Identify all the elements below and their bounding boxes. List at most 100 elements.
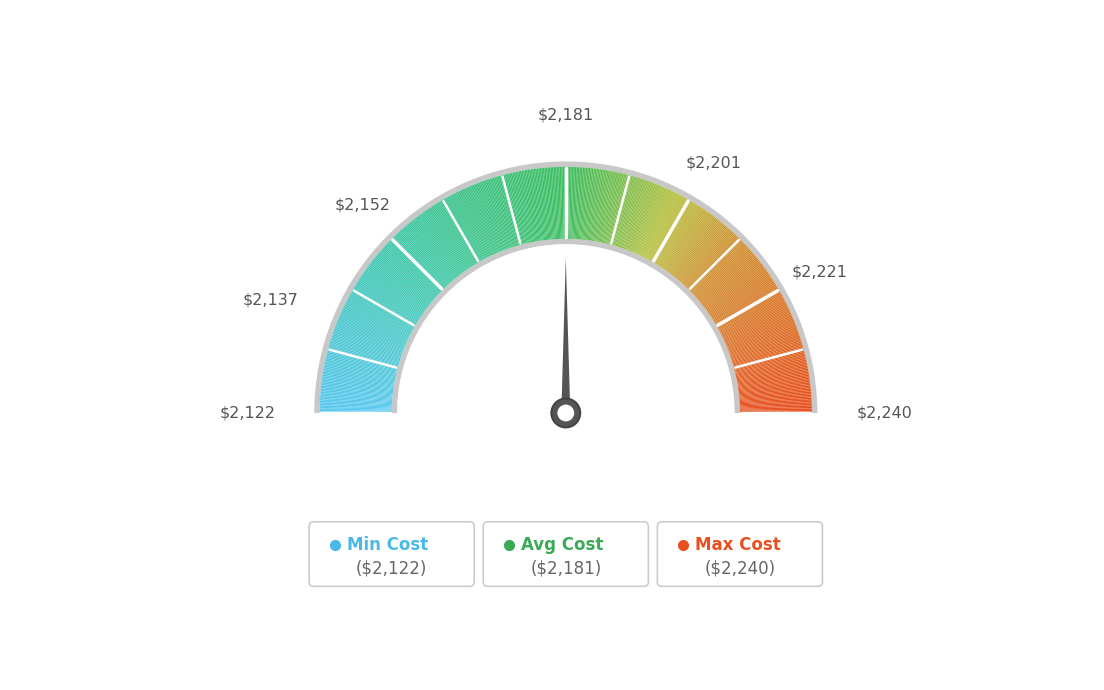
Wedge shape bbox=[526, 170, 539, 242]
Wedge shape bbox=[373, 259, 431, 304]
Wedge shape bbox=[723, 307, 788, 339]
Wedge shape bbox=[325, 361, 395, 377]
Wedge shape bbox=[583, 168, 592, 240]
Wedge shape bbox=[432, 206, 471, 267]
Wedge shape bbox=[426, 209, 468, 270]
FancyBboxPatch shape bbox=[484, 522, 648, 586]
Wedge shape bbox=[328, 348, 397, 368]
Wedge shape bbox=[720, 297, 784, 332]
Wedge shape bbox=[638, 189, 669, 255]
Wedge shape bbox=[323, 367, 395, 382]
Wedge shape bbox=[354, 285, 417, 324]
Wedge shape bbox=[735, 358, 806, 375]
Wedge shape bbox=[622, 180, 646, 248]
Wedge shape bbox=[565, 167, 567, 239]
Wedge shape bbox=[308, 413, 824, 671]
Wedge shape bbox=[572, 167, 576, 239]
Wedge shape bbox=[726, 319, 794, 348]
Wedge shape bbox=[709, 272, 768, 314]
Wedge shape bbox=[731, 337, 800, 360]
Wedge shape bbox=[325, 364, 395, 380]
Wedge shape bbox=[330, 340, 400, 362]
Wedge shape bbox=[385, 244, 439, 295]
Wedge shape bbox=[499, 176, 519, 246]
Wedge shape bbox=[604, 172, 622, 244]
Wedge shape bbox=[735, 355, 805, 373]
Wedge shape bbox=[320, 396, 392, 402]
Wedge shape bbox=[723, 308, 789, 340]
Wedge shape bbox=[379, 253, 434, 300]
Wedge shape bbox=[442, 199, 479, 263]
Wedge shape bbox=[342, 308, 408, 340]
Text: $2,201: $2,201 bbox=[686, 155, 741, 170]
Wedge shape bbox=[320, 393, 392, 400]
Wedge shape bbox=[364, 270, 424, 313]
Wedge shape bbox=[427, 208, 469, 269]
Wedge shape bbox=[450, 195, 485, 259]
Wedge shape bbox=[529, 170, 541, 241]
Circle shape bbox=[558, 404, 574, 422]
Wedge shape bbox=[739, 384, 810, 393]
Wedge shape bbox=[320, 391, 392, 399]
FancyBboxPatch shape bbox=[657, 522, 822, 586]
Wedge shape bbox=[715, 286, 777, 324]
Wedge shape bbox=[320, 402, 392, 406]
Wedge shape bbox=[338, 319, 405, 348]
Wedge shape bbox=[694, 248, 750, 297]
Wedge shape bbox=[652, 199, 690, 263]
Wedge shape bbox=[335, 328, 402, 354]
Wedge shape bbox=[375, 256, 432, 303]
Wedge shape bbox=[734, 352, 805, 371]
Wedge shape bbox=[436, 203, 476, 265]
Wedge shape bbox=[739, 385, 810, 395]
Wedge shape bbox=[676, 222, 723, 279]
Wedge shape bbox=[555, 167, 560, 239]
Wedge shape bbox=[368, 266, 426, 310]
Wedge shape bbox=[631, 186, 660, 253]
Wedge shape bbox=[544, 168, 552, 239]
Wedge shape bbox=[573, 167, 578, 239]
Wedge shape bbox=[725, 314, 792, 344]
Wedge shape bbox=[315, 161, 817, 413]
Wedge shape bbox=[703, 262, 762, 307]
Wedge shape bbox=[699, 255, 755, 302]
Wedge shape bbox=[684, 233, 734, 286]
Wedge shape bbox=[736, 365, 808, 380]
Wedge shape bbox=[718, 293, 782, 329]
Wedge shape bbox=[414, 219, 459, 276]
Wedge shape bbox=[443, 199, 480, 262]
Wedge shape bbox=[580, 168, 587, 239]
Wedge shape bbox=[704, 264, 762, 308]
Wedge shape bbox=[564, 167, 565, 239]
Wedge shape bbox=[719, 296, 783, 331]
Wedge shape bbox=[492, 177, 516, 247]
Wedge shape bbox=[473, 185, 501, 252]
Wedge shape bbox=[740, 391, 811, 399]
Wedge shape bbox=[391, 239, 443, 290]
Wedge shape bbox=[341, 311, 407, 342]
Wedge shape bbox=[522, 170, 537, 242]
Wedge shape bbox=[649, 197, 686, 261]
Wedge shape bbox=[524, 170, 538, 242]
Wedge shape bbox=[548, 168, 554, 239]
Wedge shape bbox=[321, 385, 393, 395]
Wedge shape bbox=[586, 168, 596, 240]
Wedge shape bbox=[724, 311, 790, 342]
Wedge shape bbox=[342, 310, 407, 341]
Text: $2,221: $2,221 bbox=[792, 265, 848, 279]
Wedge shape bbox=[320, 407, 392, 410]
Wedge shape bbox=[692, 244, 745, 294]
Wedge shape bbox=[518, 171, 533, 242]
Wedge shape bbox=[734, 348, 804, 368]
Wedge shape bbox=[392, 238, 444, 290]
Wedge shape bbox=[616, 177, 639, 247]
Wedge shape bbox=[740, 402, 811, 406]
Wedge shape bbox=[408, 222, 456, 279]
Wedge shape bbox=[740, 411, 811, 413]
Wedge shape bbox=[732, 342, 802, 364]
Wedge shape bbox=[336, 325, 403, 352]
Wedge shape bbox=[656, 203, 696, 265]
Wedge shape bbox=[340, 313, 407, 343]
Wedge shape bbox=[667, 213, 711, 272]
Wedge shape bbox=[694, 247, 749, 296]
